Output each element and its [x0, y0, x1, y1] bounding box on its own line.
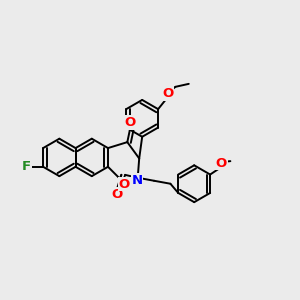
Text: F: F — [22, 160, 31, 173]
Text: O: O — [111, 188, 122, 201]
Text: O: O — [216, 157, 227, 170]
Text: N: N — [132, 174, 143, 187]
Text: O: O — [162, 87, 174, 100]
Text: O: O — [125, 116, 136, 129]
Text: O: O — [119, 178, 130, 190]
